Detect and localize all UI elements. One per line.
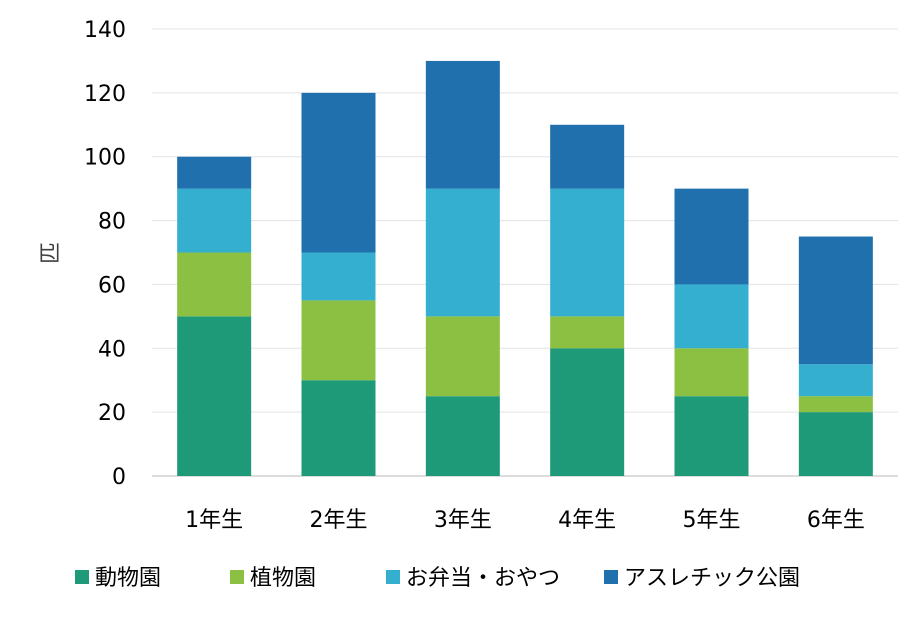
bar-segment [177, 188, 252, 253]
legend-swatch [604, 570, 618, 584]
legend-label: お弁当・おやつ [406, 566, 560, 591]
y-tick-label: 120 [84, 82, 126, 107]
bar-segment [425, 396, 500, 476]
bar-segment [301, 300, 376, 381]
legend-item: 植物園 [230, 566, 316, 591]
legend-swatch [75, 570, 89, 584]
bar-segment [177, 316, 252, 476]
x-tick-label: 6年生 [807, 508, 865, 533]
legend-item: アスレチック公園 [604, 566, 800, 591]
legend-label: 植物園 [250, 566, 316, 591]
y-tick-label: 60 [98, 273, 126, 298]
bar-segment [550, 188, 625, 317]
bar-segment [425, 188, 500, 317]
legend-swatch [230, 570, 244, 584]
bar-segment [425, 60, 500, 189]
y-tick-labels: 0 20 40 60 80 100 120 140 [84, 18, 126, 490]
y-tick-label: 80 [98, 210, 126, 235]
y-tick-label: 140 [84, 18, 126, 43]
bar-segment [674, 188, 749, 285]
bars [177, 60, 873, 476]
x-tick-label: 1年生 [185, 508, 243, 533]
bar-segment [301, 380, 376, 476]
bar-segment [550, 316, 625, 349]
bar-segment [674, 396, 749, 476]
legend-swatch [386, 570, 400, 584]
legend: 動物園 植物園 お弁当・おやつ アスレチック公園 [75, 566, 800, 591]
y-tick-label: 0 [112, 465, 126, 490]
y-tick-label: 100 [84, 146, 126, 171]
legend-item: 動物園 [75, 566, 161, 591]
legend-label: アスレチック公園 [624, 566, 800, 591]
bar-segment [550, 124, 625, 189]
x-tick-labels: 1年生 2年生 3年生 4年生 5年生 6年生 [185, 508, 865, 533]
x-tick-label: 4年生 [558, 508, 616, 533]
bar-segment [798, 236, 873, 365]
legend-label: 動物園 [95, 566, 161, 591]
bar-segment [301, 252, 376, 301]
y-axis-label: 匹 [39, 242, 64, 264]
bar-segment [301, 92, 376, 253]
bar-segment [550, 348, 625, 476]
bar-segment [674, 284, 749, 349]
x-tick-label: 5年生 [683, 508, 741, 533]
bar-segment [798, 412, 873, 476]
bar-segment [798, 396, 873, 413]
bar-segment [425, 316, 500, 397]
bar-segment [177, 156, 252, 189]
x-tick-label: 3年生 [434, 508, 492, 533]
y-tick-label: 40 [98, 337, 126, 362]
x-tick-label: 2年生 [310, 508, 368, 533]
bar-segment [177, 252, 252, 317]
gridlines [152, 28, 898, 477]
y-tick-label: 20 [98, 401, 126, 426]
legend-item: お弁当・おやつ [386, 566, 560, 591]
bar-segment [674, 348, 749, 397]
bar-segment [798, 364, 873, 397]
